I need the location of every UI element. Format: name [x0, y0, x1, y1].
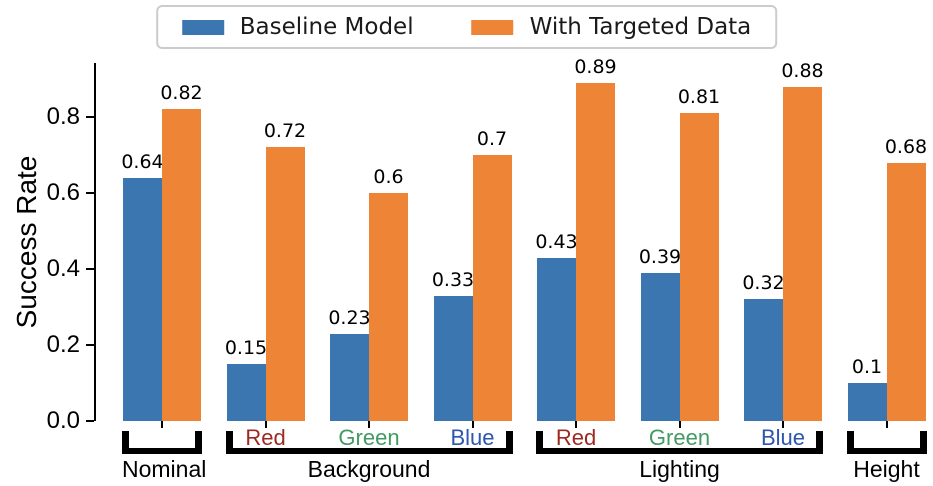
bar-value-label: 0.1 [851, 356, 883, 378]
y-tick-label: 0.8 [46, 103, 80, 130]
y-tick-label: 0.2 [46, 331, 80, 358]
bar [433, 295, 473, 421]
bracket-riser-right [505, 431, 513, 454]
bar-value-label: 0.15 [224, 337, 268, 359]
x-tick-mark [368, 421, 370, 428]
bar [576, 82, 615, 421]
bar-value-label: 0.88 [781, 59, 824, 82]
y-tick-label: 0.4 [46, 255, 80, 282]
legend-swatch-baseline [181, 19, 224, 35]
bar [226, 364, 266, 421]
x-sublabel: Red [555, 425, 597, 450]
bar [472, 155, 512, 421]
bar-value-label: 0.32 [742, 272, 785, 295]
x-sublabel: Blue [450, 425, 495, 450]
legend: Baseline Model With Targeted Data [155, 5, 778, 49]
bar [744, 299, 783, 421]
y-tick-label: 0.0 [46, 407, 80, 434]
legend-entry-baseline: Baseline Model [181, 14, 414, 40]
bracket-line [225, 448, 513, 454]
bar-value-label: 0.39 [638, 245, 682, 268]
x-tick-mark [885, 421, 888, 428]
y-axis-spine [94, 63, 96, 421]
bracket-riser-right [816, 431, 823, 454]
category-bracket: Height [846, 431, 927, 485]
bar [330, 333, 369, 421]
bracket-label: Background [307, 456, 431, 482]
bar [783, 86, 822, 421]
bar [369, 193, 408, 421]
bracket-label: Lighting [639, 456, 720, 482]
x-tick-mark [575, 421, 577, 428]
bar-value-label: 0.33 [431, 268, 475, 291]
bracket-line [536, 448, 823, 454]
x-sublabel: Green [338, 425, 400, 450]
bracket-label: Nominal [122, 456, 207, 482]
legend-label-targeted: With Targeted Data [529, 14, 752, 40]
bar [679, 113, 719, 421]
x-tick-mark [678, 421, 681, 428]
bracket-riser-right [195, 431, 202, 454]
legend-entry-targeted: With Targeted Data [471, 14, 752, 40]
bar-value-label: 0.68 [884, 135, 928, 158]
bar-value-label: 0.64 [121, 150, 164, 173]
x-tick-mark [161, 421, 163, 428]
y-tick-mark [86, 268, 94, 270]
plot-area: 0.64 0.15 0.23 0.33 0.43 0.39 0.32 0.1 0.82 0.72 0… [96, 56, 931, 421]
bar [123, 177, 162, 421]
category-bracket: Background [225, 431, 513, 485]
bar-value-label: 0.72 [263, 120, 307, 143]
bar-value-label: 0.89 [574, 55, 617, 78]
y-tick-label: 0.6 [46, 179, 80, 206]
x-tick-mark [264, 421, 267, 428]
bar-value-label: 0.6 [373, 166, 404, 188]
legend-swatch-targeted [471, 19, 514, 35]
x-tick-mark [782, 421, 784, 428]
bracket-riser-left [846, 431, 854, 454]
bar-value-label: 0.43 [535, 230, 578, 253]
bracket-riser-left [536, 431, 543, 454]
bracket-riser-left [225, 431, 233, 454]
category-bracket: Nominal [122, 431, 207, 485]
x-sublabel: Green [648, 425, 711, 450]
y-tick-mark [86, 344, 94, 346]
category-bracket: Lighting [536, 431, 823, 485]
bracket-riser-right [919, 431, 927, 454]
bar-value-label: 0.82 [160, 82, 203, 105]
bar-value-label: 0.23 [328, 306, 371, 329]
bar [847, 383, 887, 421]
y-tick-mark [86, 420, 94, 422]
bar [162, 109, 201, 421]
bracket-riser-left [122, 431, 129, 454]
bar [886, 162, 926, 421]
bracket-line [846, 448, 927, 454]
bracket-label: Height [853, 456, 920, 482]
bar-value-label: 0.7 [476, 128, 508, 150]
y-tick-mark [86, 192, 94, 194]
bar [640, 272, 680, 421]
x-tick-mark [471, 421, 474, 428]
y-tick-mark [86, 116, 94, 118]
bar [537, 257, 576, 421]
x-sublabel: Blue [760, 425, 806, 450]
bar-value-label: 0.81 [677, 86, 721, 109]
legend-label-baseline: Baseline Model [239, 14, 414, 40]
x-sublabel: Red [245, 425, 286, 450]
bracket-line [122, 448, 202, 454]
bar [265, 147, 305, 421]
